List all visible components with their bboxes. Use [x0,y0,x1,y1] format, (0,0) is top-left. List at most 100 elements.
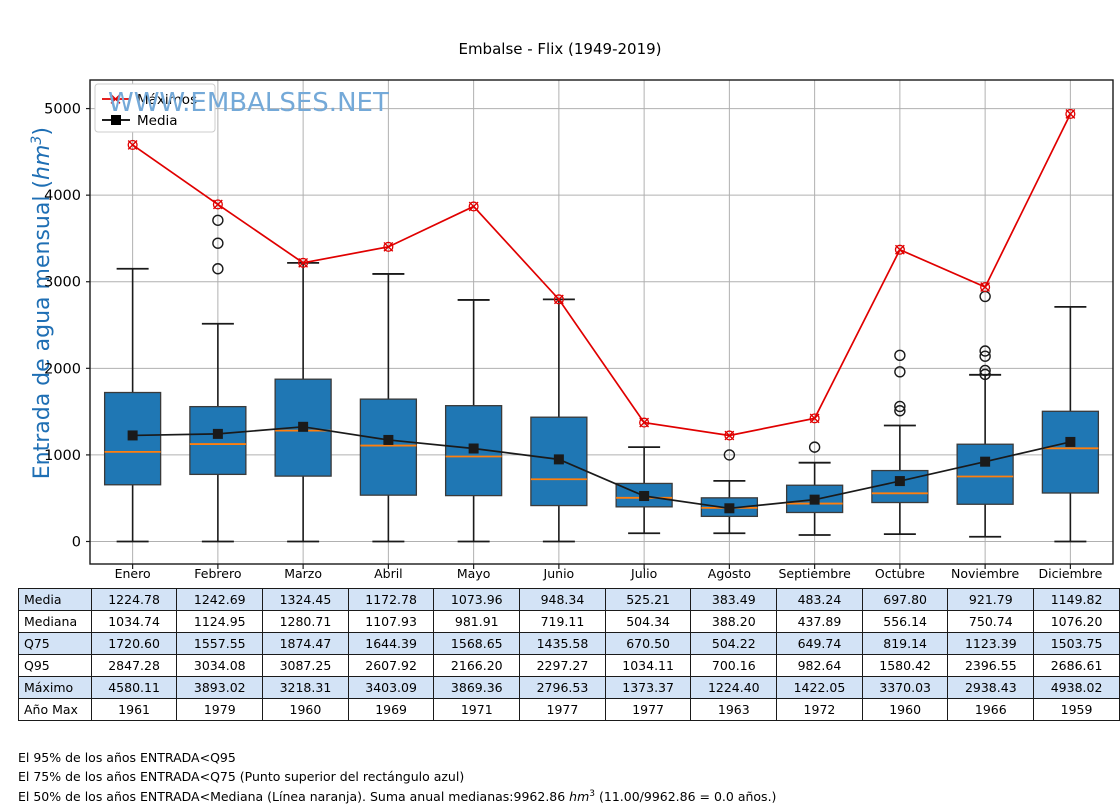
table-cell: 383.49 [690,588,778,611]
table-cell: 1966 [947,698,1035,721]
series-marker-x [809,413,820,424]
box-iqr [1041,410,1100,494]
table-cell: 670.50 [604,632,692,655]
boxplot-box [956,290,1014,538]
table-cell: 1373.37 [604,676,692,699]
table-cell: 1503.75 [1033,632,1120,655]
series-marker-x [724,430,735,441]
table-cell: 1242.69 [176,588,264,611]
table-cell: 3893.02 [176,676,264,699]
table-row: Media 1224.78 1242.69 1324.45 1172.78 1073.96… [18,588,1120,611]
series-marker-x [212,199,223,210]
table-cell: 2396.55 [947,654,1035,677]
footnote-q95: El 95% de los años ENTRADA<Q95 [18,750,236,765]
table-cell: 504.22 [690,632,778,655]
plot-frame [89,79,1114,565]
series-marker [468,443,479,454]
table-cell: 1960 [262,698,349,721]
box-iqr [189,405,247,476]
legend-marker [111,115,121,125]
series-marker [127,430,138,441]
x-axis-tick-label: Mayo [456,566,491,581]
series-marker [724,503,735,514]
table-cell: 2166.20 [433,654,521,677]
outlier-point [979,364,991,377]
series-marker [724,430,735,441]
outlier-point [212,214,224,226]
table-cell: 819.14 [861,632,949,655]
table-cell: 1720.60 [90,632,178,655]
outlier-point [979,345,991,357]
boxplot-chart: 0 1000 2000 3000 4000 5000 Máximos Media [44,79,1114,569]
table-cell: 1568.65 [433,632,521,655]
series-line [132,113,1072,437]
table-cell: 1435.58 [519,632,606,655]
table-cell: 1224.78 [90,588,178,611]
table-cell: 1979 [176,698,264,721]
table-cell: 3087.25 [262,654,349,677]
table-row: Mediana 1034.74 1124.95 1280.71 1107.93 981.9… [18,610,1120,633]
chart-legend[interactable]: Máximos Media [94,83,216,133]
y-axis-tick-label: 2000 [44,361,81,377]
series-media [127,421,1076,514]
series-marker [383,241,394,252]
table-cell: 483.24 [776,588,863,611]
statistics-table: Media 1224.78 1242.69 1324.45 1172.78 1073.96… [18,588,1120,721]
table-cell: 1961 [90,698,178,721]
series-marker-x [980,282,991,292]
footnote-median-text-a: El 50% de los años ENTRADA<Mediana (Líne… [18,788,570,804]
table-cell: 4938.02 [1033,676,1120,699]
x-axis-tick-label: Marzo [284,566,323,581]
table-cell: 1971 [433,698,521,721]
outlier-point [979,350,991,362]
table-row-label: Q75 [18,632,92,655]
table-cell: 719.11 [519,610,606,633]
table-cell: 1977 [519,698,606,721]
table-cell: 700.16 [690,654,778,677]
x-axis-tick-label: Abril [374,566,403,581]
legend-item-maximos[interactable]: Máximos [102,92,197,108]
table-cell: 1324.45 [262,588,349,611]
legend-label: Máximos [137,92,197,108]
x-axis-tick-label: Junio [543,566,575,581]
table-cell: 1149.82 [1033,588,1120,611]
table-cell: 1972 [776,698,863,721]
footnotes: El 95% de los años ENTRADA<Q95 El 75% de… [18,748,776,806]
table-cell: 2938.43 [947,676,1035,699]
series-marker [894,244,905,255]
table-cell: 948.34 [519,588,606,611]
table-cell: 504.34 [604,610,692,633]
table-cell: 1280.71 [262,610,349,633]
boxplot-box [871,349,929,536]
table-row: Q95 2847.28 3034.08 3087.25 2607.92 2166.20 22… [18,654,1120,677]
series-marker [298,257,309,268]
legend-marker-x [110,94,121,104]
table-row-label: Mediana [18,610,92,633]
x-axis-tick-label: Febrero [194,566,242,581]
series-marker-x [383,241,394,252]
legend-item-media[interactable]: Media [102,113,178,129]
box-iqr [871,469,929,504]
series-marker [809,494,820,505]
table-cell: 3218.31 [262,676,349,699]
table-cell: 3869.36 [433,676,521,699]
footnote-unit-exponent: 3 [589,788,596,799]
table-cell: 437.89 [776,610,863,633]
x-axis-tick-label: Septiembre [778,566,851,581]
table-cell: 2796.53 [519,676,606,699]
outlier-point [723,449,736,461]
table-cell: 2847.28 [90,654,178,677]
footnote-unit: hm [569,788,590,804]
series-marker [894,476,905,487]
y-axis-tick-label: 1000 [44,448,81,464]
series-marker [212,428,223,439]
series-marker [639,491,650,502]
table-cell: 981.91 [433,610,521,633]
series-line [132,425,1071,510]
table-row: Año Max 1961 1979 1960 1969 1971 1977 1977 1963 1… [18,698,1120,721]
table-cell: 1034.74 [90,610,178,633]
table-cell: 1644.39 [347,632,435,655]
series-marker-x [894,244,905,255]
table-cell: 1123.39 [947,632,1035,655]
